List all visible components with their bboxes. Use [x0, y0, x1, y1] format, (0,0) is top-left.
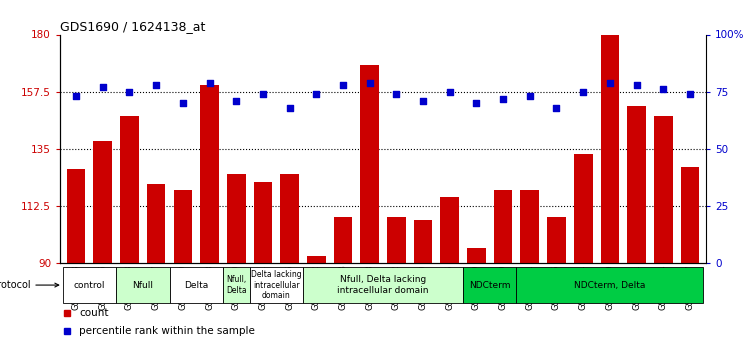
Bar	[116, 267, 170, 303]
Point	[176, 100, 189, 106]
Bar	[249, 267, 303, 303]
Point	[550, 105, 562, 110]
Bar	[307, 256, 326, 263]
Text: GDS1690 / 1624138_at: GDS1690 / 1624138_at	[60, 20, 206, 33]
Point	[417, 98, 429, 104]
Bar	[601, 34, 620, 263]
Point	[578, 89, 590, 95]
Point	[70, 93, 82, 99]
Bar	[67, 169, 86, 263]
Bar	[173, 189, 192, 263]
Bar	[303, 267, 463, 303]
Bar	[547, 217, 566, 263]
Point	[470, 100, 482, 106]
Bar	[574, 154, 593, 263]
Bar	[63, 267, 116, 303]
Point	[204, 80, 216, 85]
Point	[444, 89, 456, 95]
Point	[123, 89, 135, 95]
Point	[97, 84, 109, 90]
Bar	[280, 174, 299, 263]
Bar	[467, 248, 486, 263]
Bar	[517, 267, 703, 303]
Point	[391, 91, 403, 97]
Text: NDCterm: NDCterm	[469, 280, 511, 289]
Bar	[627, 106, 646, 263]
Bar	[227, 174, 246, 263]
Text: count: count	[80, 308, 109, 318]
Bar	[463, 267, 517, 303]
Bar	[254, 182, 273, 263]
Bar	[201, 85, 219, 263]
Text: percentile rank within the sample: percentile rank within the sample	[80, 326, 255, 336]
Bar	[414, 220, 433, 263]
Text: Nfull: Nfull	[132, 280, 153, 289]
Bar	[680, 167, 699, 263]
Text: Delta lacking
intracellular
domain: Delta lacking intracellular domain	[251, 270, 302, 300]
Point	[363, 80, 376, 85]
Bar	[654, 116, 673, 263]
Bar	[146, 185, 165, 263]
Point	[657, 87, 669, 92]
Bar	[120, 116, 139, 263]
Bar	[493, 189, 512, 263]
Text: NDCterm, Delta: NDCterm, Delta	[575, 280, 646, 289]
Point	[604, 80, 616, 85]
Point	[684, 91, 696, 97]
Text: Nfull, Delta lacking
intracellular domain: Nfull, Delta lacking intracellular domai…	[337, 275, 429, 295]
Point	[310, 91, 322, 97]
Point	[337, 82, 349, 88]
Point	[150, 82, 162, 88]
Point	[523, 93, 535, 99]
Point	[284, 105, 296, 110]
Point	[231, 98, 243, 104]
Point	[497, 96, 509, 101]
Bar	[333, 217, 352, 263]
Bar	[520, 189, 539, 263]
Bar	[93, 141, 112, 263]
Bar	[360, 65, 379, 263]
Bar	[387, 217, 406, 263]
Bar	[440, 197, 459, 263]
Text: protocol: protocol	[0, 280, 59, 290]
Point	[257, 91, 269, 97]
Point	[631, 82, 643, 88]
Bar	[170, 267, 223, 303]
Text: Delta: Delta	[184, 280, 208, 289]
Text: Nfull,
Delta: Nfull, Delta	[226, 275, 246, 295]
Bar	[223, 267, 249, 303]
Text: control: control	[74, 280, 105, 289]
